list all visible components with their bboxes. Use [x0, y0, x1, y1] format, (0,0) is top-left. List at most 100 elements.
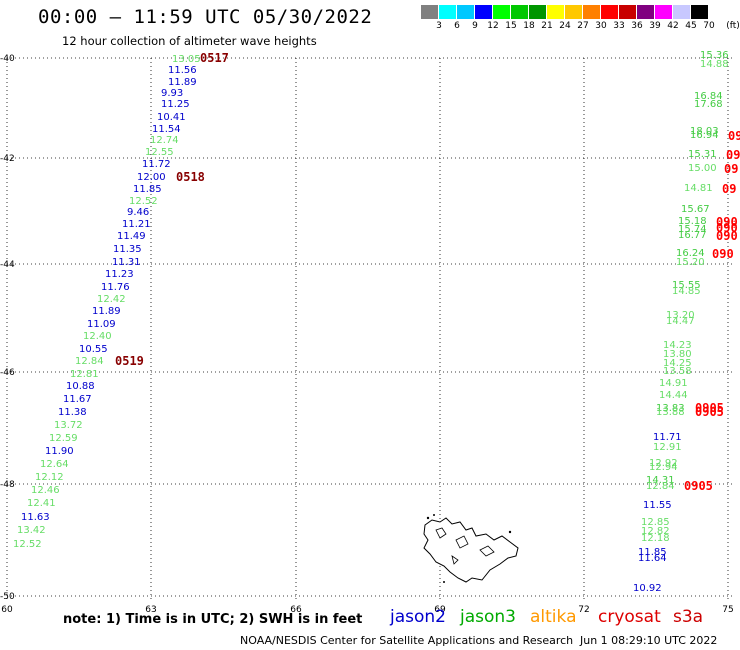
colorbar-label: 15: [505, 21, 517, 31]
colorbar-label: 21: [541, 21, 553, 31]
colorbar-label: 27: [577, 21, 589, 31]
time-label: 090: [716, 229, 738, 243]
wave-height-label: 12.92: [649, 458, 678, 469]
wave-height-label: 13.05: [172, 54, 201, 65]
satellite-name: cryosat: [598, 607, 661, 627]
satellite-name: jason2: [390, 607, 446, 627]
colorbar-swatch: [439, 5, 457, 19]
wave-height-label: 11.35: [113, 244, 142, 255]
colorbar-label: 24: [559, 21, 571, 31]
page-subtitle: 12 hour collection of altimeter wave hei…: [62, 34, 317, 48]
satellite-name: s3a: [673, 607, 704, 627]
wave-height-label: 13.58: [663, 366, 692, 377]
wave-height-label: 12.12: [35, 472, 64, 483]
time-label: 09: [728, 129, 740, 143]
wave-height-label: 13.80: [663, 349, 692, 360]
latitude-label: -50: [0, 592, 15, 602]
wave-height-label: 13.20: [666, 310, 695, 321]
colorbar-label: 45: [685, 21, 697, 31]
wave-height-label: 11.85: [638, 547, 667, 558]
wave-height-label: 10.88: [66, 381, 95, 392]
wave-height-label: 14.25: [663, 358, 692, 369]
wave-height-label: 11.71: [653, 432, 682, 443]
colorbar-label: 42: [667, 21, 679, 31]
wave-height-label: 11.72: [142, 159, 171, 170]
colorbar-label: 9: [472, 21, 478, 31]
wave-height-label: 11.09: [87, 319, 116, 330]
wave-height-label: 11.56: [168, 65, 197, 76]
wave-height-label: 11.90: [45, 446, 74, 457]
wave-height-label: 11.63: [21, 512, 50, 523]
wave-height-label: 12.59: [49, 433, 78, 444]
wave-height-label: 12.00: [137, 172, 166, 183]
wave-height-label: 11.64: [638, 553, 667, 564]
wave-height-label: 15.74: [678, 224, 707, 235]
colorbar-swatch: [583, 5, 601, 19]
wave-height-label: 14.88: [700, 59, 729, 70]
wave-height-label: 12.18: [641, 533, 670, 544]
time-label: 09: [724, 162, 738, 176]
time-label: 0519: [115, 354, 144, 368]
wave-height-label: 14.85: [672, 286, 701, 297]
colorbar-swatch: [529, 5, 547, 19]
wave-height-label: 11.31: [112, 257, 141, 268]
wave-height-label: 11.89: [168, 77, 197, 88]
colorbar-swatch: [565, 5, 583, 19]
wave-height-label: 14.44: [659, 390, 688, 401]
wave-height-label: 15.31: [688, 149, 717, 160]
colorbar-label: (ft): [726, 21, 740, 31]
colorbar-swatch: [691, 5, 709, 19]
time-label: 09: [722, 182, 736, 196]
wave-height-label: 11.67: [63, 394, 92, 405]
wave-height-label: 15.00: [688, 163, 717, 174]
colorbar-label: 30: [595, 21, 607, 31]
time-label: 090: [712, 247, 734, 261]
colorbar-swatch: [547, 5, 565, 19]
wave-height-label: 12.52: [129, 196, 158, 207]
time-label: 0905: [695, 401, 724, 415]
wave-height-label: 11.85: [133, 184, 162, 195]
wave-height-label: 12.42: [97, 294, 126, 305]
wave-height-label: 9.93: [161, 88, 183, 99]
wave-height-label: 15.67: [681, 204, 710, 215]
colorbar-swatch: [619, 5, 637, 19]
time-label: 090: [716, 215, 738, 229]
left-track-values: 13.0511.5611.899.9311.2510.4111.5412.741…: [13, 54, 201, 550]
wave-height-label: 12.64: [40, 459, 69, 470]
wave-height-label: 11.76: [101, 282, 130, 293]
latitude-label: -42: [0, 154, 15, 164]
wave-height-label: 12.85: [641, 517, 670, 528]
colorbar-label: 33: [613, 21, 625, 31]
satellite-name: altika: [530, 607, 577, 627]
wave-height-label: 10.92: [633, 583, 662, 594]
wave-height-label: 13.83: [656, 403, 685, 414]
wave-height-label: 12.74: [150, 135, 179, 146]
wave-height-label: 11.54: [152, 124, 181, 135]
wave-height-label: 12.81: [70, 369, 99, 380]
latitude-label: -44: [0, 260, 15, 270]
wave-height-label: 16.84: [694, 91, 723, 102]
wave-height-label: 14.91: [659, 378, 688, 389]
wave-height-label: 11.38: [58, 407, 87, 418]
wave-height-label: 11.23: [105, 269, 134, 280]
wave-height-label: 15.20: [676, 257, 705, 268]
time-label: 0905: [684, 479, 713, 493]
wave-height-label: 11.49: [117, 231, 146, 242]
left-track-times: 0517 0518 0519: [115, 51, 229, 368]
colorbar-label: 12: [487, 21, 499, 31]
colorbar-legend: [421, 5, 709, 19]
colorbar-swatch: [475, 5, 493, 19]
colorbar-label: 3: [436, 21, 442, 31]
wave-height-label: 12.91: [653, 442, 682, 453]
longitude-label: 63: [145, 605, 156, 615]
wave-height-label: 18.03: [690, 126, 719, 137]
colorbar-label: 18: [523, 21, 535, 31]
time-label: 09: [726, 148, 740, 162]
satellite-name: jason3: [460, 607, 516, 627]
wave-height-label: 12.82: [641, 526, 670, 537]
wave-height-label: 12.84: [646, 481, 675, 492]
wave-height-label: 9.46: [127, 207, 149, 218]
wave-height-label: 12.41: [27, 498, 56, 509]
